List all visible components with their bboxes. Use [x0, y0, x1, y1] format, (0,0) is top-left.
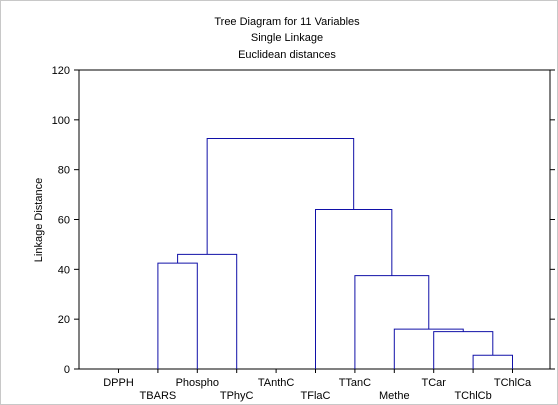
leaf-label-tanthc: TAnthC	[258, 377, 295, 389]
dendrogram-link-8	[206, 138, 355, 255]
y-tick-label: 20	[58, 314, 70, 326]
leaf-label-tchlca: TChlCa	[494, 377, 532, 389]
y-tick-label: 120	[52, 65, 70, 77]
y-axis-ticks: 0 20 40 60 80 100 120	[52, 65, 555, 376]
leaf-label-tbars: TBARS	[140, 390, 177, 402]
y-tick-label: 0	[64, 364, 70, 376]
chart-subtitle-distance: Euclidean distances	[238, 49, 336, 61]
leaf-label-dpph: DPPH	[103, 377, 134, 389]
y-tick-label: 60	[58, 215, 70, 227]
x-axis-ticks	[118, 369, 513, 373]
leaf-label-methe: Methe	[379, 390, 410, 402]
leaf-label-ttanc: TTanC	[339, 377, 371, 389]
y-axis-label: Linkage Distance	[33, 178, 45, 262]
y-tick-label: 100	[52, 115, 70, 127]
y-tick-label: 40	[58, 264, 70, 276]
dendrogram-link-4	[354, 275, 430, 369]
leaf-label-tcar: TCar	[421, 377, 446, 389]
chart-subtitle-linkage: Single Linkage	[251, 32, 323, 44]
plot-area	[78, 69, 551, 370]
y-tick-label: 80	[58, 165, 70, 177]
leaf-label-tphyc: TPhyC	[220, 390, 254, 402]
chart-title: Tree Diagram for 11 Variables	[214, 16, 360, 28]
leaf-label-tchlcb: TChlCb	[454, 390, 491, 402]
dendrogram-tree	[157, 138, 513, 369]
dendrogram-link-1	[472, 354, 513, 369]
leaf-label-tflac: TFlaC	[301, 390, 331, 402]
leaf-label-phospho: Phospho	[176, 377, 219, 389]
